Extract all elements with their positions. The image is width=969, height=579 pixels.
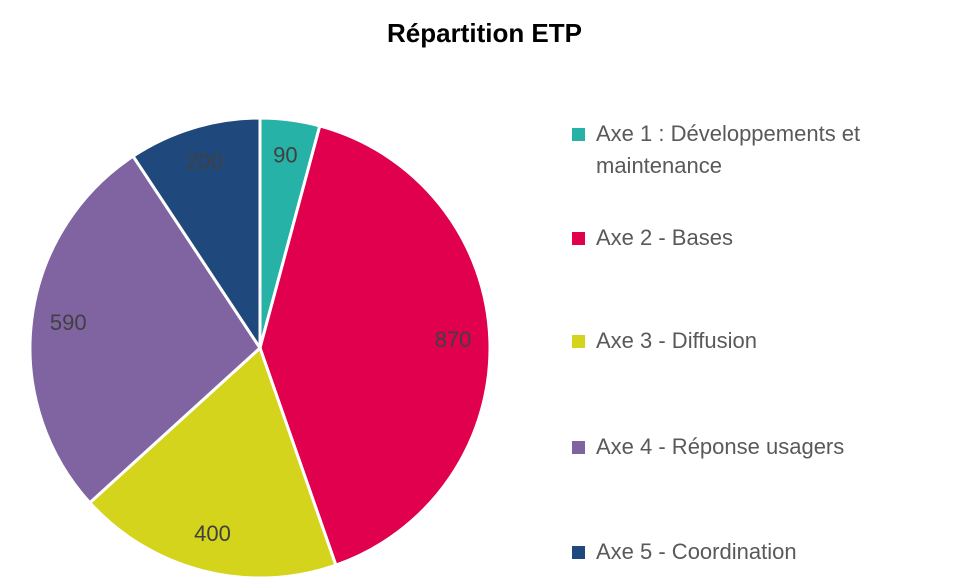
pie-slice xyxy=(131,116,262,353)
legend-label: Axe 4 - Réponse usagers xyxy=(596,434,845,459)
legend-label: Axe 1 : Développements et maintenance xyxy=(596,121,861,178)
pie-slice xyxy=(87,345,338,579)
legend-swatch xyxy=(572,128,585,141)
legend-entry: Axe 2 - Bases xyxy=(572,222,956,254)
legend-swatch xyxy=(572,232,585,245)
legend-label: Axe 2 - Bases xyxy=(596,225,733,250)
legend-entry: Axe 4 - Réponse usagers xyxy=(572,431,956,463)
legend-swatch xyxy=(572,335,585,348)
legend-swatch xyxy=(572,546,585,559)
legend-label: Axe 3 - Diffusion xyxy=(596,328,758,353)
data-label: 590 xyxy=(50,310,87,335)
data-label: 90 xyxy=(273,142,297,167)
data-label: 200 xyxy=(186,149,223,174)
legend-entry: Axe 1 : Développements et maintenance xyxy=(572,118,956,182)
pie-slice xyxy=(28,154,262,505)
legend-entry: Axe 3 - Diffusion xyxy=(572,325,956,357)
data-label: 400 xyxy=(194,521,231,546)
legend-label: Axe 5 - Coordination xyxy=(596,539,797,564)
data-label: 870 xyxy=(435,327,472,352)
legend-swatch xyxy=(572,441,585,454)
pie-slice xyxy=(258,124,492,568)
legend-entry: Axe 5 - Coordination xyxy=(572,536,956,568)
chart-title: Répartition ETP xyxy=(386,18,582,48)
